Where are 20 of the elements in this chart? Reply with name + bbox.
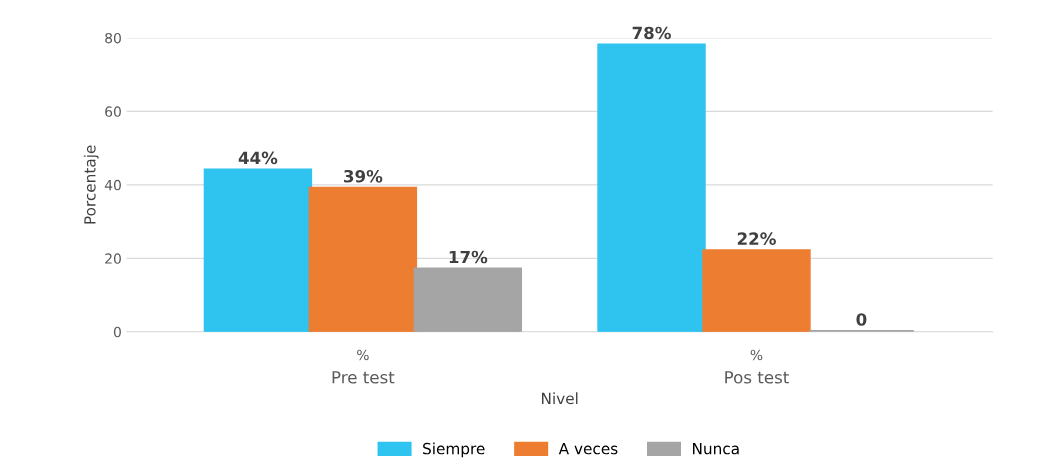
x-tick-label: Pre test: [332, 371, 395, 384]
data-label: 0: [856, 313, 867, 326]
y-tick-label: 40: [104, 179, 121, 191]
y-tick-label: 0: [113, 326, 121, 338]
y-tick-label: 20: [105, 253, 121, 264]
x-axis-title: Nivel: [542, 392, 578, 405]
y-tick-label: 80: [105, 32, 121, 44]
data-label: 17%: [449, 250, 488, 264]
y-axis-title: Porcentaje: [83, 145, 99, 224]
data-label: 39%: [344, 169, 383, 183]
data-label: 22%: [737, 232, 776, 245]
data-label: 78%: [632, 26, 671, 40]
legend-label: Siempre: [423, 442, 485, 458]
y-tick-label: 60: [105, 106, 121, 117]
text: %: [750, 349, 763, 361]
data-label: 44%: [238, 151, 278, 165]
legend-label: A veces: [558, 443, 618, 455]
x-tick-label: Pos test: [725, 371, 789, 384]
legend-label: Nunca: [693, 443, 739, 455]
text: %: [357, 349, 369, 361]
